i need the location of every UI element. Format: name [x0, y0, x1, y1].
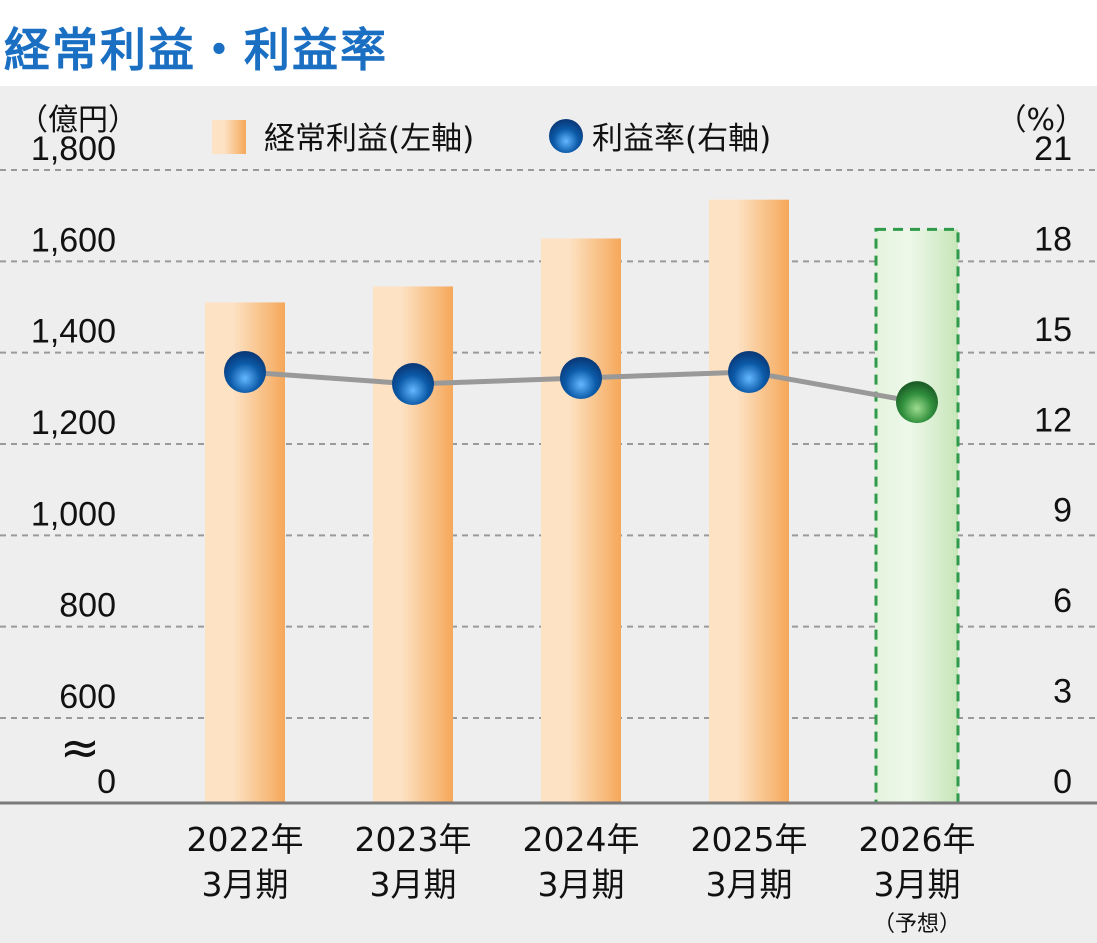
right-tick-label: 0 — [1053, 763, 1072, 801]
legend-line-swatch — [549, 119, 583, 153]
chart-title: 経常利益・利益率 — [4, 23, 388, 77]
category-period-label: 3月期 — [202, 865, 289, 904]
axis-break-mark: ≈ — [60, 720, 100, 776]
rate-marker — [728, 350, 770, 393]
right-tick-label: 18 — [1034, 220, 1072, 258]
left-tick-label: 1,400 — [31, 313, 116, 351]
legend-line-label: 利益率(右軸) — [592, 121, 771, 157]
rate-marker — [392, 363, 434, 406]
category-year-label: 2022年 — [187, 820, 304, 859]
title-bar: 経常利益・利益率 — [0, 0, 1097, 86]
right-axis-unit: （%） — [996, 103, 1085, 138]
left-axis-unit: （億円） — [18, 103, 138, 138]
category-year-label: 2023年 — [355, 820, 472, 859]
left-zero-label: 0 — [97, 763, 116, 801]
bar — [709, 199, 789, 803]
right-tick-label: 6 — [1053, 582, 1072, 620]
right-tick-label: 21 — [1034, 130, 1072, 168]
left-tick-label: 1,200 — [31, 404, 116, 442]
left-tick-label: 1,800 — [31, 130, 116, 168]
forecast-rate-marker — [896, 381, 938, 424]
category-period-label: 3月期 — [370, 865, 457, 904]
category-year-label: 2025年 — [691, 820, 808, 859]
left-tick-label: 800 — [59, 587, 116, 625]
category-note-label: （予想） — [873, 912, 961, 937]
right-tick-label: 3 — [1053, 673, 1072, 711]
right-tick-label: 15 — [1034, 311, 1072, 349]
left-tick-label: 1,000 — [31, 495, 116, 533]
category-year-label: 2026年 — [859, 820, 976, 859]
left-tick-label: 600 — [59, 678, 116, 716]
category-year-label: 2024年 — [523, 820, 640, 859]
category-period-label: 3月期 — [874, 865, 961, 904]
left-tick-label: 1,600 — [31, 221, 116, 259]
legend-bar-label: 経常利益(左軸) — [264, 121, 474, 157]
legend-bar-swatch — [212, 120, 246, 154]
right-tick-label: 12 — [1034, 401, 1072, 439]
forecast-bar — [874, 227, 960, 805]
category-period-label: 3月期 — [538, 865, 625, 904]
bar — [541, 238, 621, 803]
category-period-label: 3月期 — [706, 865, 793, 904]
chart-area: 1,8001,6001,4001,2001,000800600211815129… — [0, 86, 1097, 943]
rate-marker — [224, 350, 266, 393]
rate-marker — [560, 356, 602, 399]
right-tick-label: 9 — [1053, 492, 1072, 530]
